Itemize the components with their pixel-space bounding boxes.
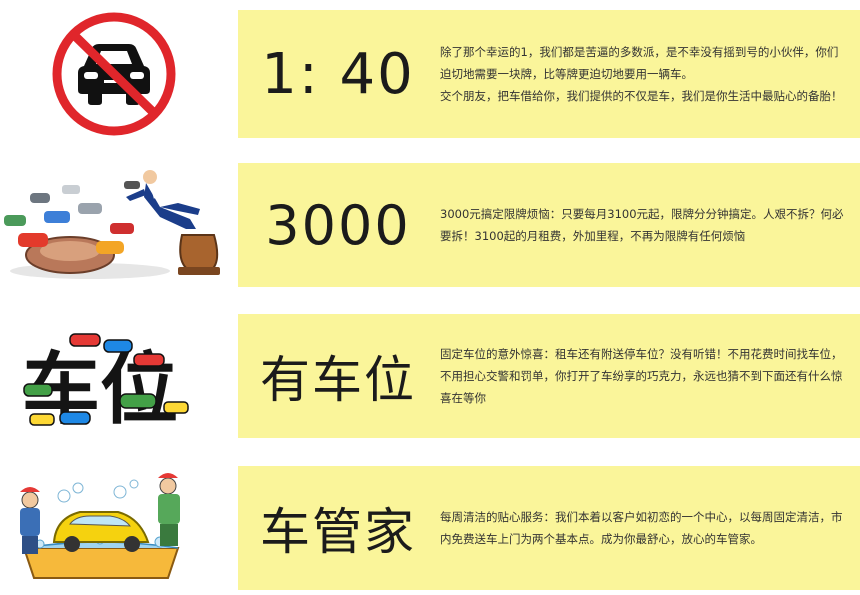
feature-card: 1: 40 除了那个幸运的1，我们都是苦逼的多数派，是不幸没有摇到号的小伙伴，你… [238, 10, 860, 138]
description: 3000元搞定限牌烦恼：只要每月3100元起，限牌分分钟搞定。人艰不拆？何必要拆… [440, 163, 844, 287]
feature-card: 有车位 固定车位的意外惊喜：租车还有附送停车位？没有听错！不用花费时间找车位，不… [238, 314, 860, 438]
description-line: 3000元搞定限牌烦恼：只要每月3100元起，限牌分分钟搞定。人艰不拆？何必要拆… [440, 207, 844, 243]
car-stamp-illustration [0, 163, 232, 287]
description-line: 每周清洁的贴心服务：我们本着以客户如初恋的一个中心，以每周固定清洁，市内免费送车… [440, 510, 843, 546]
headline: 1: 40 [261, 41, 415, 107]
description: 每周清洁的贴心服务：我们本着以客户如初恋的一个中心，以每周固定清洁，市内免费送车… [440, 466, 844, 590]
headline: 车管家 [260, 503, 416, 561]
feature-card: 3000 3000元搞定限牌烦恼：只要每月3100元起，限牌分分钟搞定。人艰不拆… [238, 163, 860, 287]
description-line: 除了那个幸运的1，我们都是苦逼的多数派，是不幸没有摇到号的小伙伴，你们迫切地需要… [440, 45, 839, 81]
description: 除了那个幸运的1，我们都是苦逼的多数派，是不幸没有摇到号的小伙伴，你们迫切地需要… [440, 10, 844, 138]
feature-row-lottery: 1: 40 除了那个幸运的1，我们都是苦逼的多数派，是不幸没有摇到号的小伙伴，你… [0, 10, 860, 138]
headline: 有车位 [260, 351, 416, 409]
feature-row-butler: 车管家 每周清洁的贴心服务：我们本着以客户如初恋的一个中心，以每周固定清洁，市内… [0, 466, 860, 590]
headline: 3000 [265, 193, 411, 257]
description-line: 交个朋友，把车借给你，我们提供的不仅是车，我们是你生活中最贴心的备胎！ [440, 89, 843, 103]
no-car-sign-icon [0, 10, 232, 138]
feature-card: 车管家 每周清洁的贴心服务：我们本着以客户如初恋的一个中心，以每周固定清洁，市内… [238, 466, 860, 590]
description-line: 固定车位的意外惊喜：租车还有附送停车位？没有听错！不用花费时间找车位，不用担心交… [440, 347, 843, 405]
car-wash-illustration [0, 466, 232, 590]
parking-space-illustration: 车位 [0, 314, 232, 438]
description: 固定车位的意外惊喜：租车还有附送停车位？没有听错！不用花费时间找车位，不用担心交… [440, 314, 844, 438]
feature-row-price: 3000 3000元搞定限牌烦恼：只要每月3100元起，限牌分分钟搞定。人艰不拆… [0, 163, 860, 287]
feature-row-parking: 车位 有车位 固定车位的意外惊喜：租车还有附送停车位？没有听错！不用花费时间找车… [0, 314, 860, 438]
